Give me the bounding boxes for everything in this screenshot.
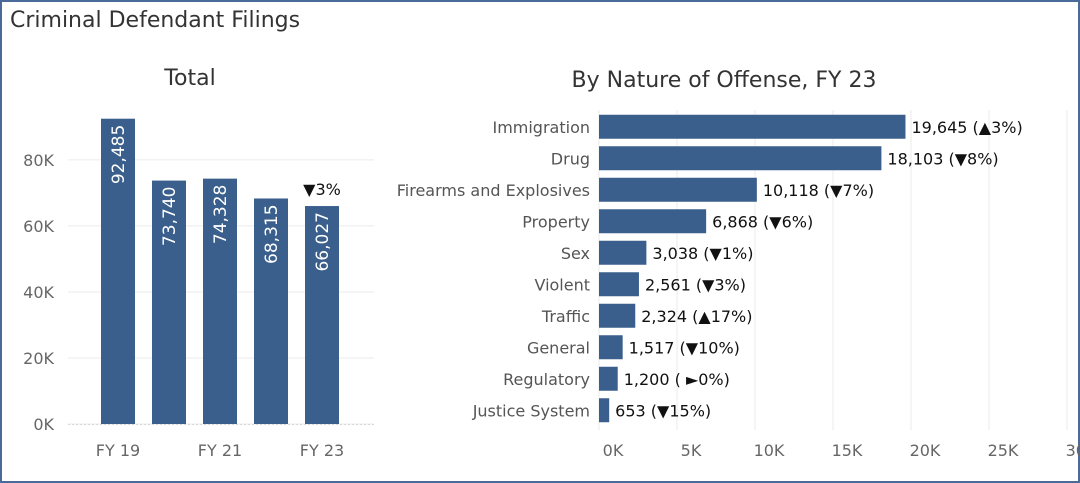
offense-bar-value-label: 653 (▼15%) [615, 401, 711, 420]
offense-x-tick-label: 5K [681, 441, 702, 460]
total-change-annotation: ▼3% [303, 180, 341, 199]
offense-bar [599, 114, 906, 139]
offense-x-tick-label: 10K [754, 441, 785, 460]
offense-bar [599, 146, 882, 171]
offense-category-label: General [527, 338, 590, 357]
offense-category-label: Immigration [492, 118, 590, 137]
offense-bar [599, 335, 623, 360]
total-bar-value-label: 92,485 [109, 125, 129, 184]
offense-bar [599, 272, 639, 297]
offense-bar-value-label: 18,103 (▼8%) [887, 149, 998, 168]
total-chart-title: Total [163, 66, 215, 91]
total-bar [101, 118, 135, 425]
offense-category-label: Property [522, 212, 590, 231]
offense-chart-title: By Nature of Offense, FY 23 [572, 68, 877, 93]
offense-bar-value-label: 3,038 (▼1%) [652, 244, 753, 263]
offense-bar [599, 209, 707, 234]
total-bar [305, 206, 339, 424]
total-y-tick-label: 0K [33, 415, 54, 434]
total-bar-value-label: 73,740 [160, 187, 180, 246]
total-bar-value-label: 66,027 [313, 212, 333, 271]
offense-bar [599, 240, 647, 265]
offense-category-label: Violent [534, 275, 590, 294]
offense-x-tick-label: 0K [603, 441, 624, 460]
dashboard-title: Criminal Defendant Filings [10, 8, 301, 33]
offense-x-tick-label: 25K [988, 441, 1019, 460]
offense-bar [599, 303, 636, 328]
offense-category-label: Regulatory [503, 370, 590, 389]
offense-category-label: Justice System [472, 401, 590, 420]
offense-x-tick-label: 30K [1066, 441, 1080, 460]
total-x-tick-label: FY 23 [300, 441, 344, 460]
total-bar [152, 180, 186, 424]
total-x-tick-label: FY 21 [198, 441, 242, 460]
offense-category-label: Sex [561, 244, 590, 263]
offense-bar-value-label: 6,868 (▼6%) [712, 212, 813, 231]
offense-bar-value-label: 10,118 (▼7%) [763, 181, 874, 200]
offense-bar-value-label: 1,517 (▼10%) [629, 338, 740, 357]
offense-bar-value-label: 19,645 (▲3%) [911, 118, 1022, 137]
total-y-tick-label: 40K [23, 283, 54, 302]
offense-bar-value-label: 1,200 ( ►0%) [624, 370, 730, 389]
total-y-tick-label: 20K [23, 349, 54, 368]
total-bar [203, 178, 237, 424]
offense-category-label: Drug [551, 149, 590, 168]
total-bar-value-label: 68,315 [262, 204, 282, 263]
offense-bar-value-label: 2,561 (▼3%) [645, 275, 746, 294]
offense-category-label: Firearms and Explosives [397, 181, 590, 200]
offense-x-tick-label: 20K [910, 441, 941, 460]
offense-bar-value-label: 2,324 (▲17%) [641, 307, 752, 326]
total-x-tick-label: FY 19 [96, 441, 140, 460]
offense-x-tick-label: 15K [832, 441, 863, 460]
offense-bar [599, 177, 757, 202]
offense-bar [599, 366, 618, 391]
offense-category-label: Traffic [541, 307, 590, 326]
total-bar [254, 198, 288, 424]
total-y-tick-label: 60K [23, 217, 54, 236]
total-bar-value-label: 74,328 [211, 185, 231, 244]
offense-bar [599, 398, 610, 423]
total-y-tick-label: 80K [23, 151, 54, 170]
